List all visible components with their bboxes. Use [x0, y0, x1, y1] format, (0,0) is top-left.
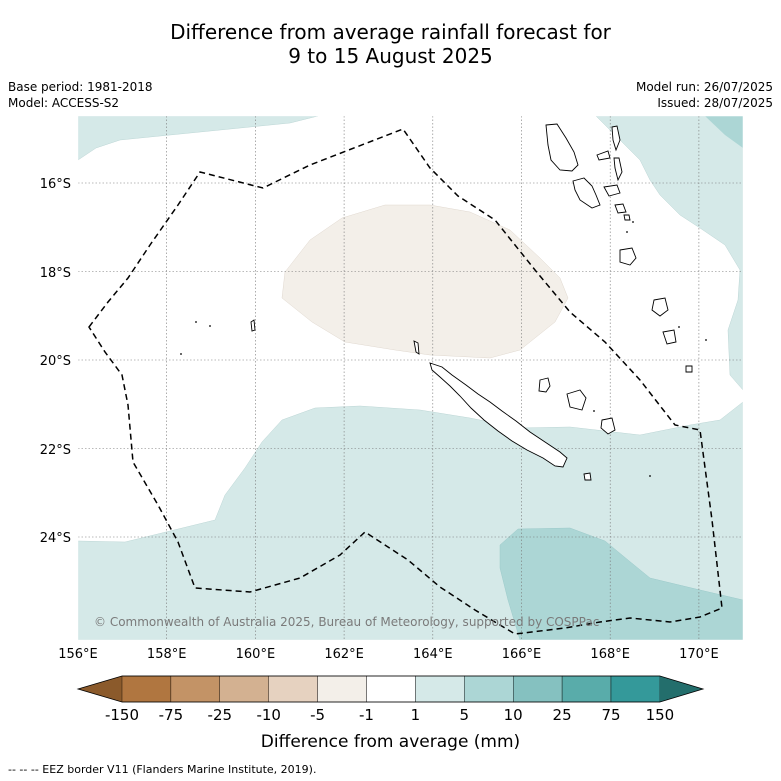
islet — [195, 321, 197, 323]
colorbar-tick: -5 — [310, 706, 325, 724]
vanuatu-malekula — [572, 177, 601, 209]
colorbar-tick: 150 — [646, 706, 675, 724]
lon-label: 170°E — [679, 647, 719, 662]
isle-of-pines — [583, 472, 592, 481]
meta-right: Model run: 26/07/2025 Issued: 28/07/2025 — [636, 79, 773, 111]
lon-label: 162°E — [324, 647, 364, 662]
colorbar-segment — [121, 675, 172, 703]
colorbar-tick: 5 — [460, 706, 470, 724]
title-line-2: 9 to 15 August 2025 — [288, 44, 493, 68]
colorbar-segment — [561, 675, 612, 703]
vanuatu-tanna — [662, 329, 677, 345]
lon-label: 160°E — [236, 647, 276, 662]
colorbar-segment — [610, 675, 661, 703]
vanuatu-ambrym — [603, 184, 621, 197]
lat-label: 20°S — [40, 354, 71, 369]
colorbar-segment — [219, 675, 269, 703]
colorbar-tick: -10 — [256, 706, 281, 724]
colorbar-tick: 25 — [553, 706, 572, 724]
colorbar-tick: -25 — [208, 706, 233, 724]
increase-region-top-left — [78, 116, 319, 161]
colorbar-segment — [268, 675, 318, 703]
lat-label: 18°S — [40, 266, 71, 281]
map-frame — [77, 115, 744, 641]
lon-label: 168°E — [590, 647, 630, 662]
islet — [209, 325, 211, 327]
latitude-labels: 16°S 18°S 20°S 22°S 24°S — [40, 177, 71, 546]
colorbar-tick: 10 — [504, 706, 523, 724]
islet — [632, 221, 634, 223]
lat-label: 16°S — [40, 177, 71, 192]
increase-region-top-right-corner — [705, 116, 743, 148]
loyalty-island-3 — [600, 417, 616, 435]
colorbar-tick: -75 — [159, 706, 184, 724]
colorbar-tick: -1 — [359, 706, 374, 724]
vanuatu-maewo — [611, 125, 621, 152]
colorbar-label: Difference from average (mm) — [261, 732, 520, 752]
model-run: Model run: 26/07/2025 — [635, 80, 773, 94]
colorbar — [76, 675, 705, 703]
vanuatu-erromango — [651, 297, 669, 317]
colorbar-tick: 1 — [411, 706, 421, 724]
vanuatu-shepherd — [623, 214, 631, 221]
coastlines — [250, 123, 693, 481]
colorbar-outline — [76, 675, 705, 703]
new-caledonia-island — [429, 362, 568, 468]
colorbar-segment — [464, 675, 514, 703]
lon-label: 156°E — [58, 647, 98, 662]
base-period: Base period: 1981-2018 — [8, 80, 153, 94]
vanuatu-ambae — [596, 150, 611, 161]
lon-label: 164°E — [413, 647, 453, 662]
colorbar-segment — [317, 675, 367, 703]
lon-label: 158°E — [147, 647, 187, 662]
vanuatu-espiritu-santo — [545, 123, 579, 172]
colorbar-tick: 75 — [601, 706, 620, 724]
issued-date: Issued: 28/07/2025 — [657, 96, 773, 110]
loyalty-island-1 — [538, 377, 551, 393]
colorbar-segment — [170, 675, 220, 703]
colorbar-segment — [415, 675, 465, 703]
vanuatu-pentecost — [613, 157, 623, 182]
islet — [705, 339, 707, 341]
copyright-notice: © Commonwealth of Australia 2025, Bureau… — [94, 615, 599, 629]
meta-left: Base period: 1981-2018 Model: ACCESS-S2 — [8, 79, 153, 111]
colorbar-segment — [366, 675, 416, 703]
colorbar-segment — [513, 675, 563, 703]
colorbar-extend-high — [659, 676, 703, 702]
graticule — [78, 116, 743, 640]
title-line-1: Difference from average rainfall forecas… — [170, 20, 611, 44]
vanuatu-epi — [614, 203, 627, 214]
small-islets — [180, 221, 707, 477]
vanuatu-efate — [619, 247, 637, 266]
increase-region-south-east — [499, 527, 743, 640]
eez-border — [88, 128, 723, 635]
map-title: Difference from average rainfall forecas… — [0, 20, 781, 68]
chesterfield-islet — [250, 319, 256, 332]
islet — [649, 475, 651, 477]
colorbar-tick-labels: -150 -75 -25 -10 -5 -1 1 5 10 25 75 150 — [105, 706, 674, 724]
colorbar-tick: -150 — [105, 706, 139, 724]
islet — [593, 410, 595, 412]
islet — [180, 353, 182, 355]
vanuatu-aneityum — [685, 365, 693, 373]
decrease-region-central — [281, 204, 569, 359]
map-area: © Commonwealth of Australia 2025, Bureau… — [78, 116, 743, 640]
loyalty-island-2 — [566, 389, 587, 411]
eez-footnote: -- -- -- EEZ border V11 (Flanders Marine… — [8, 763, 317, 776]
lat-label: 22°S — [40, 443, 71, 458]
increase-region-top-right — [595, 116, 743, 391]
longitude-labels: 156°E 158°E 160°E 162°E 164°E 166°E 168°… — [58, 647, 718, 662]
lon-label: 166°E — [502, 647, 542, 662]
lat-label: 24°S — [40, 531, 71, 546]
islet — [626, 231, 628, 233]
model-name: Model: ACCESS-S2 — [8, 96, 120, 110]
islet — [678, 326, 680, 328]
colorbar-extend-low — [78, 676, 122, 702]
belep-islands — [413, 340, 420, 355]
